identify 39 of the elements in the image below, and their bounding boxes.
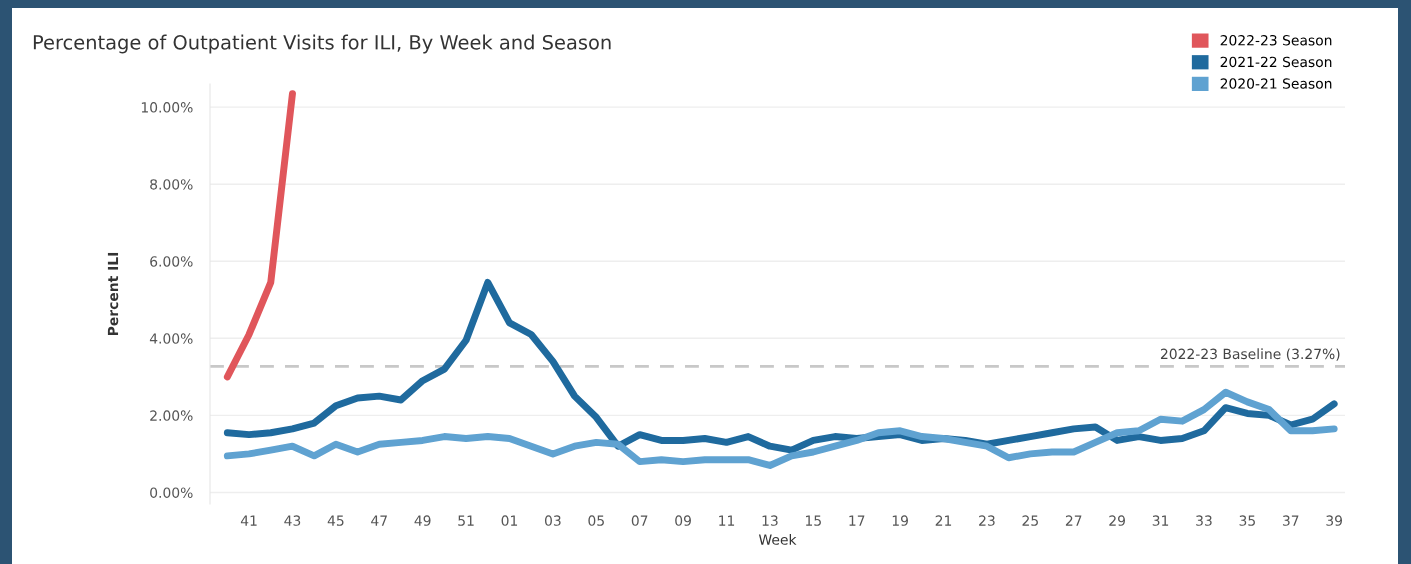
x-tick-label: 11: [719, 515, 735, 526]
y-tick-label: 0.00%: [150, 487, 193, 498]
x-tick-label: 39: [1326, 515, 1343, 526]
x-tick-label: 43: [284, 515, 301, 526]
x-tick-label: 09: [675, 515, 691, 526]
x-tick-label: 35: [1239, 515, 1255, 526]
x-tick-label: 21: [935, 515, 952, 526]
x-tick-label: 47: [371, 515, 387, 526]
x-tick-label: 33: [1196, 515, 1212, 526]
x-axis-title: Week: [758, 534, 797, 545]
x-tick-label: 45: [327, 515, 344, 526]
legend-label: 2022-23 Season: [1220, 35, 1332, 46]
x-tick-label: 49: [414, 515, 431, 526]
x-tick-label: 51: [458, 515, 474, 526]
y-axis-title: Percent ILI: [107, 252, 119, 336]
y-tick-label: 2.00%: [150, 410, 193, 421]
legend-label: 2021-22 Season: [1220, 56, 1332, 68]
ref-line-label: 2022-23 Baseline (3.27%): [1160, 348, 1340, 361]
x-tick-label: 01: [501, 515, 518, 526]
y-tick-label: 6.00%: [150, 256, 193, 267]
x-tick-label: 27: [1065, 515, 1082, 526]
x-tick-label: 13: [762, 515, 778, 526]
legend-label: 2020-21 Season: [1220, 78, 1332, 89]
x-tick-label: 07: [631, 515, 648, 526]
x-tick-label: 25: [1022, 515, 1038, 526]
x-tick-label: 41: [240, 515, 257, 526]
x-tick-label: 31: [1152, 515, 1169, 526]
x-tick-label: 23: [979, 515, 995, 526]
x-tick-label: 05: [588, 515, 604, 526]
y-tick-label: 4.00%: [149, 333, 193, 344]
x-tick-label: 29: [1109, 515, 1125, 526]
y-tick-label: 10.00%: [141, 102, 193, 113]
chart-title: Percentage of Outpatient Visits for ILI, By Week and Season: [33, 34, 611, 54]
x-tick-label: 15: [806, 515, 821, 526]
x-tick-label: 37: [1282, 515, 1299, 526]
x-tick-label: 03: [544, 515, 561, 526]
y-tick-label: 8.00%: [150, 179, 193, 190]
x-tick-label: 19: [892, 515, 908, 526]
x-tick-label: 17: [849, 515, 865, 526]
